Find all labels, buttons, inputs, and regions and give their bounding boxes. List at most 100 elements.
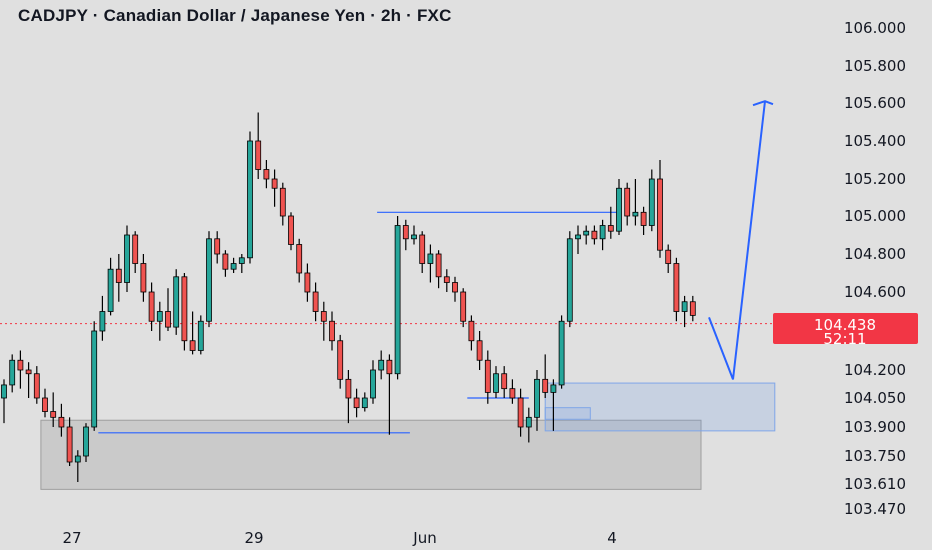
candle-body (320, 311, 327, 322)
candle (550, 379, 557, 431)
candle-body (296, 244, 303, 274)
candle (222, 250, 229, 277)
candle-body (42, 397, 48, 412)
candle (353, 388, 360, 418)
candle-body (263, 169, 270, 180)
candle-body (607, 225, 614, 232)
candle (1, 379, 7, 424)
candle-body (583, 230, 590, 236)
candle-body (517, 397, 524, 428)
candle-body (435, 253, 442, 278)
candle (83, 423, 89, 462)
candle-body (312, 291, 319, 312)
candle-body (681, 301, 688, 312)
candle-body (83, 426, 89, 457)
candle (575, 225, 581, 254)
candle-body (181, 276, 188, 342)
candle (288, 212, 294, 251)
y-tick-label: 104.600 (844, 283, 906, 301)
candle (263, 160, 270, 189)
candle-body (230, 263, 237, 270)
candle (460, 288, 467, 328)
candle-body (50, 411, 57, 418)
candle-body (189, 340, 196, 351)
candle-body (648, 178, 655, 226)
candle (66, 417, 73, 466)
candle (361, 392, 368, 412)
projection-arrow (708, 101, 766, 380)
candle (25, 362, 32, 398)
demand-zone-blue-small (544, 407, 591, 420)
candle (156, 301, 163, 341)
candle (689, 295, 696, 322)
candle (534, 370, 540, 431)
candle (443, 269, 450, 292)
y-tick-label: 104.200 (844, 361, 906, 379)
support-zone-gray (40, 419, 702, 490)
candle (583, 225, 590, 245)
candle-body (165, 311, 171, 328)
candle (197, 315, 204, 355)
candle (42, 388, 48, 418)
candle (50, 392, 57, 427)
candle-body (337, 340, 344, 380)
arrow-head (752, 100, 774, 107)
candle (648, 169, 655, 232)
candle-body (370, 369, 376, 399)
candle (484, 350, 491, 404)
candle-body (657, 178, 663, 251)
candle-body (271, 178, 278, 189)
candle (493, 366, 499, 398)
y-tick-label: 106.000 (844, 19, 906, 37)
candle-body (1, 384, 7, 399)
y-tick-label: 105.400 (844, 132, 906, 150)
candle-body (25, 369, 32, 375)
y-tick-label: 105.600 (844, 94, 906, 112)
candle-body (468, 320, 475, 342)
candle-body (156, 311, 163, 322)
candle (427, 244, 434, 283)
candle (58, 403, 65, 437)
candle-body (689, 301, 696, 316)
candle-body (501, 373, 508, 390)
candle-body (345, 378, 352, 399)
candle (173, 269, 180, 335)
current-price-value: 104.438 (814, 316, 876, 334)
x-tick-label: 4 (607, 529, 617, 547)
candle-body (148, 291, 155, 322)
candle (238, 254, 245, 273)
candle-body (66, 426, 73, 463)
candle (74, 450, 81, 482)
candle-body (33, 373, 40, 399)
candle (607, 206, 614, 239)
candle-body (534, 378, 540, 418)
candle (632, 179, 639, 226)
candle-body (58, 416, 65, 428)
candle-body (304, 272, 311, 293)
candle (640, 206, 647, 235)
candle-body (197, 320, 204, 351)
candle (468, 315, 475, 351)
candle-body (99, 311, 106, 332)
bar-countdown: 52:11 (823, 330, 866, 348)
candle-body (238, 257, 245, 264)
candle (230, 257, 237, 273)
candle (148, 282, 155, 331)
candle-body (591, 230, 598, 240)
chart-title: CADJPY · Canadian Dollar / Japanese Yen … (18, 6, 452, 25)
candle-body (222, 253, 229, 270)
candle (558, 315, 565, 389)
candle (17, 350, 24, 389)
candle-body (411, 234, 417, 240)
candle (337, 334, 344, 389)
candle (657, 160, 663, 258)
candle (214, 231, 221, 264)
candle (566, 231, 573, 328)
y-tick-label: 103.470 (844, 500, 906, 518)
candle-body (279, 187, 286, 217)
candle (476, 331, 483, 370)
candle-body (206, 238, 212, 322)
candle (542, 354, 549, 398)
